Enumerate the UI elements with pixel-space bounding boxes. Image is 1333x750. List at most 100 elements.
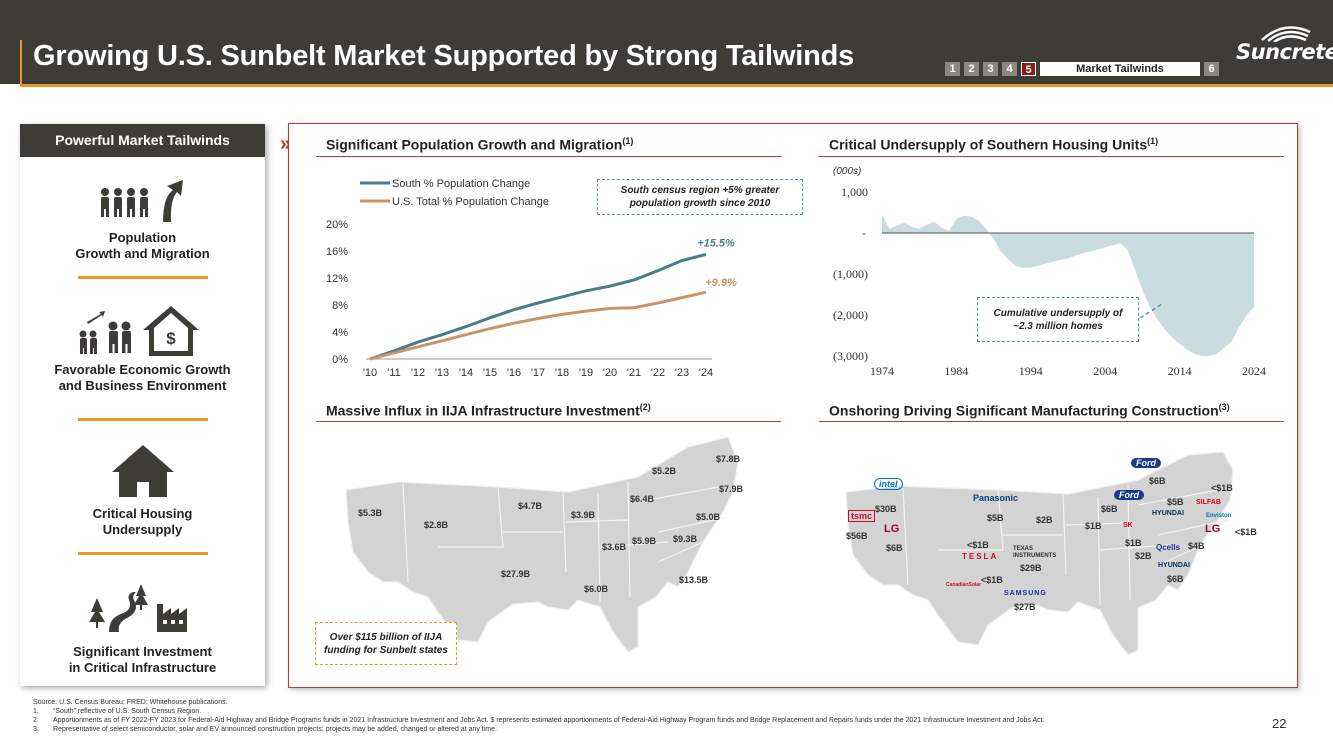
x-tick-label: '12 (411, 367, 425, 379)
callout-pointer (1139, 303, 1163, 319)
onshoring-value: <$1B (1235, 527, 1257, 537)
iija-value: $3.9B (571, 510, 596, 520)
iija-value: $13.5B (679, 575, 709, 585)
footnote-ref: (1) (622, 136, 634, 146)
iija-section-title: Massive Influx in IIJA Infrastructure In… (326, 402, 651, 419)
tailwind-label: Undersupply (102, 522, 183, 537)
iija-value: $5.0B (696, 512, 721, 522)
nav-tab-1[interactable]: 1 (945, 62, 960, 76)
onshoring-value: $5B (987, 513, 1004, 523)
x-tick-label: 2014 (1168, 364, 1192, 378)
tailwind-infrastructure: Significant Investment in Critical Infra… (20, 578, 265, 676)
house-icon (111, 445, 174, 497)
population-line-chart: 0% 4% 8% 12% 16% 20% '10 '11 '12 '13 '14 '15 '16 '17 '… (326, 178, 737, 379)
tailwind-label: Population (108, 230, 177, 245)
house-dollar-icon: $ (79, 306, 199, 356)
texas-instruments-logo: TEXAS INSTRUMENTS (1013, 546, 1057, 559)
section-rule (819, 156, 1284, 157)
x-tick-label: 1994 (1019, 364, 1043, 378)
housing-callout: Cumulative undersupply of ~2.3 million h… (977, 297, 1139, 342)
end-value-label: +9.9% (705, 277, 737, 289)
ford-logo: Ford (1114, 490, 1144, 500)
hyundai-logo: HYUNDAI (1152, 510, 1184, 517)
iija-value: $6.0B (584, 584, 609, 594)
tailwinds-sidebar: Powerful Market Tailwinds Population Gro… (20, 124, 265, 686)
header-left-accent (20, 40, 22, 87)
tsmc-logo: tsmc (848, 510, 876, 522)
section-title-text: Onshoring Driving Significant Manufactur… (829, 402, 1219, 419)
nav-tab-6[interactable]: 6 (1204, 62, 1219, 76)
onshoring-value: $5B (1167, 497, 1184, 507)
section-title-text: Critical Undersupply of Southern Housing… (829, 136, 1148, 153)
legend-label: South % Population Change (392, 178, 530, 190)
lg-logo: LG (1205, 523, 1221, 535)
y-tick-label: - (862, 226, 866, 240)
section-rule (316, 156, 781, 157)
series-line-2 (369, 290, 707, 361)
onshoring-value: $1B (1085, 521, 1102, 531)
people-growth-icon (100, 180, 183, 222)
x-tick-label: '13 (435, 367, 449, 379)
x-tick-label: '21 (627, 367, 641, 379)
onshoring-value: $6B (1167, 574, 1184, 584)
housing-area-chart: (000s) 1,000 - (1,000) (2,000) (3,000)1974 198… (833, 166, 1266, 378)
tailwind-label: in Critical Infrastructure (68, 660, 217, 675)
x-tick-label: 2024 (1242, 364, 1266, 378)
sk-logo: SK (1123, 522, 1133, 529)
onshoring-value: $27B (1014, 602, 1036, 612)
page-number: 22 (1272, 716, 1287, 731)
y-tick-label: 16% (326, 246, 348, 258)
tailwind-population: Population Growth and Migration (20, 172, 265, 279)
y-tick-label: (2,000) (833, 308, 868, 322)
silfab-logo: SILFAB (1196, 499, 1221, 506)
footnote-text: Representative of select semiconductor, … (53, 726, 497, 733)
footnote-number: 3. (33, 726, 39, 733)
nav-tab-2[interactable]: 2 (964, 62, 979, 76)
onshoring-value: $1B (1125, 538, 1142, 548)
logo-wordmark: Suncrete (1236, 40, 1333, 64)
section-rule (316, 421, 781, 422)
onshoring-value: $6B (1149, 476, 1166, 486)
x-tick-label: '17 (531, 367, 545, 379)
footnote-text: Apportionments as of FY 2022-FY 2023 for… (53, 717, 1045, 724)
onshoring-value: $30B (875, 504, 897, 514)
section-rule (819, 421, 1284, 422)
onshoring-value: $56B (846, 531, 868, 541)
iija-value: $6.4B (630, 494, 655, 504)
canadian-solar-logo: CanadianSolar (946, 582, 982, 588)
footnote-ref: (3) (1218, 402, 1230, 412)
x-tick-label: '19 (579, 367, 593, 379)
iija-sunbelt-map (345, 436, 739, 653)
tesla-logo: TESLA (962, 552, 999, 561)
footnote-text: Source: U.S. Census Bureau; FRED; Whiteh… (33, 699, 228, 706)
samsung-logo: SAMSUNG (1004, 590, 1047, 597)
x-tick-label: '11 (387, 367, 401, 379)
onshoring-value: $6B (1101, 504, 1118, 514)
intel-logo: intel (874, 478, 903, 490)
onshoring-section-title: Onshoring Driving Significant Manufactur… (829, 402, 1230, 419)
nav-tab-5-active[interactable]: 5 (1021, 62, 1036, 76)
nav-tab-4[interactable]: 4 (1002, 62, 1017, 76)
footnotes: Source: U.S. Census Bureau; FRED; Whiteh… (33, 698, 1083, 734)
section-nav: 1 2 3 4 5 Market Tailwinds 6 (945, 62, 1219, 76)
section-title-text: Significant Population Growth and Migrat… (326, 136, 623, 153)
y-tick-label: 8% (332, 300, 348, 312)
y-tick-label: (1,000) (833, 267, 868, 281)
x-tick-label: 1974 (870, 364, 894, 378)
unit-label: (000s) (833, 166, 861, 177)
enviston-logo: Enviston (1206, 513, 1232, 519)
nav-tab-3[interactable]: 3 (983, 62, 998, 76)
panasonic-logo: Panasonic (973, 493, 1019, 503)
tailwind-label: and Business Environment (58, 378, 227, 393)
y-tick-label: (3,000) (833, 349, 868, 363)
onshoring-value: $2B (1036, 515, 1053, 525)
ford-logo: Ford (1131, 458, 1161, 468)
x-tick-label: '10 (363, 367, 377, 379)
nav-current-label: Market Tailwinds (1040, 62, 1200, 76)
suncrete-logo: Suncrete (1236, 22, 1333, 64)
onshoring-value: $4B (1188, 541, 1205, 551)
footnote-row: 1. “South” reflective of U.S. South Censu… (33, 707, 1083, 716)
tailwind-label: Significant Investment (73, 644, 212, 659)
y-tick-label: 1,000 (841, 185, 868, 199)
x-tick-label: 1984 (944, 364, 968, 378)
